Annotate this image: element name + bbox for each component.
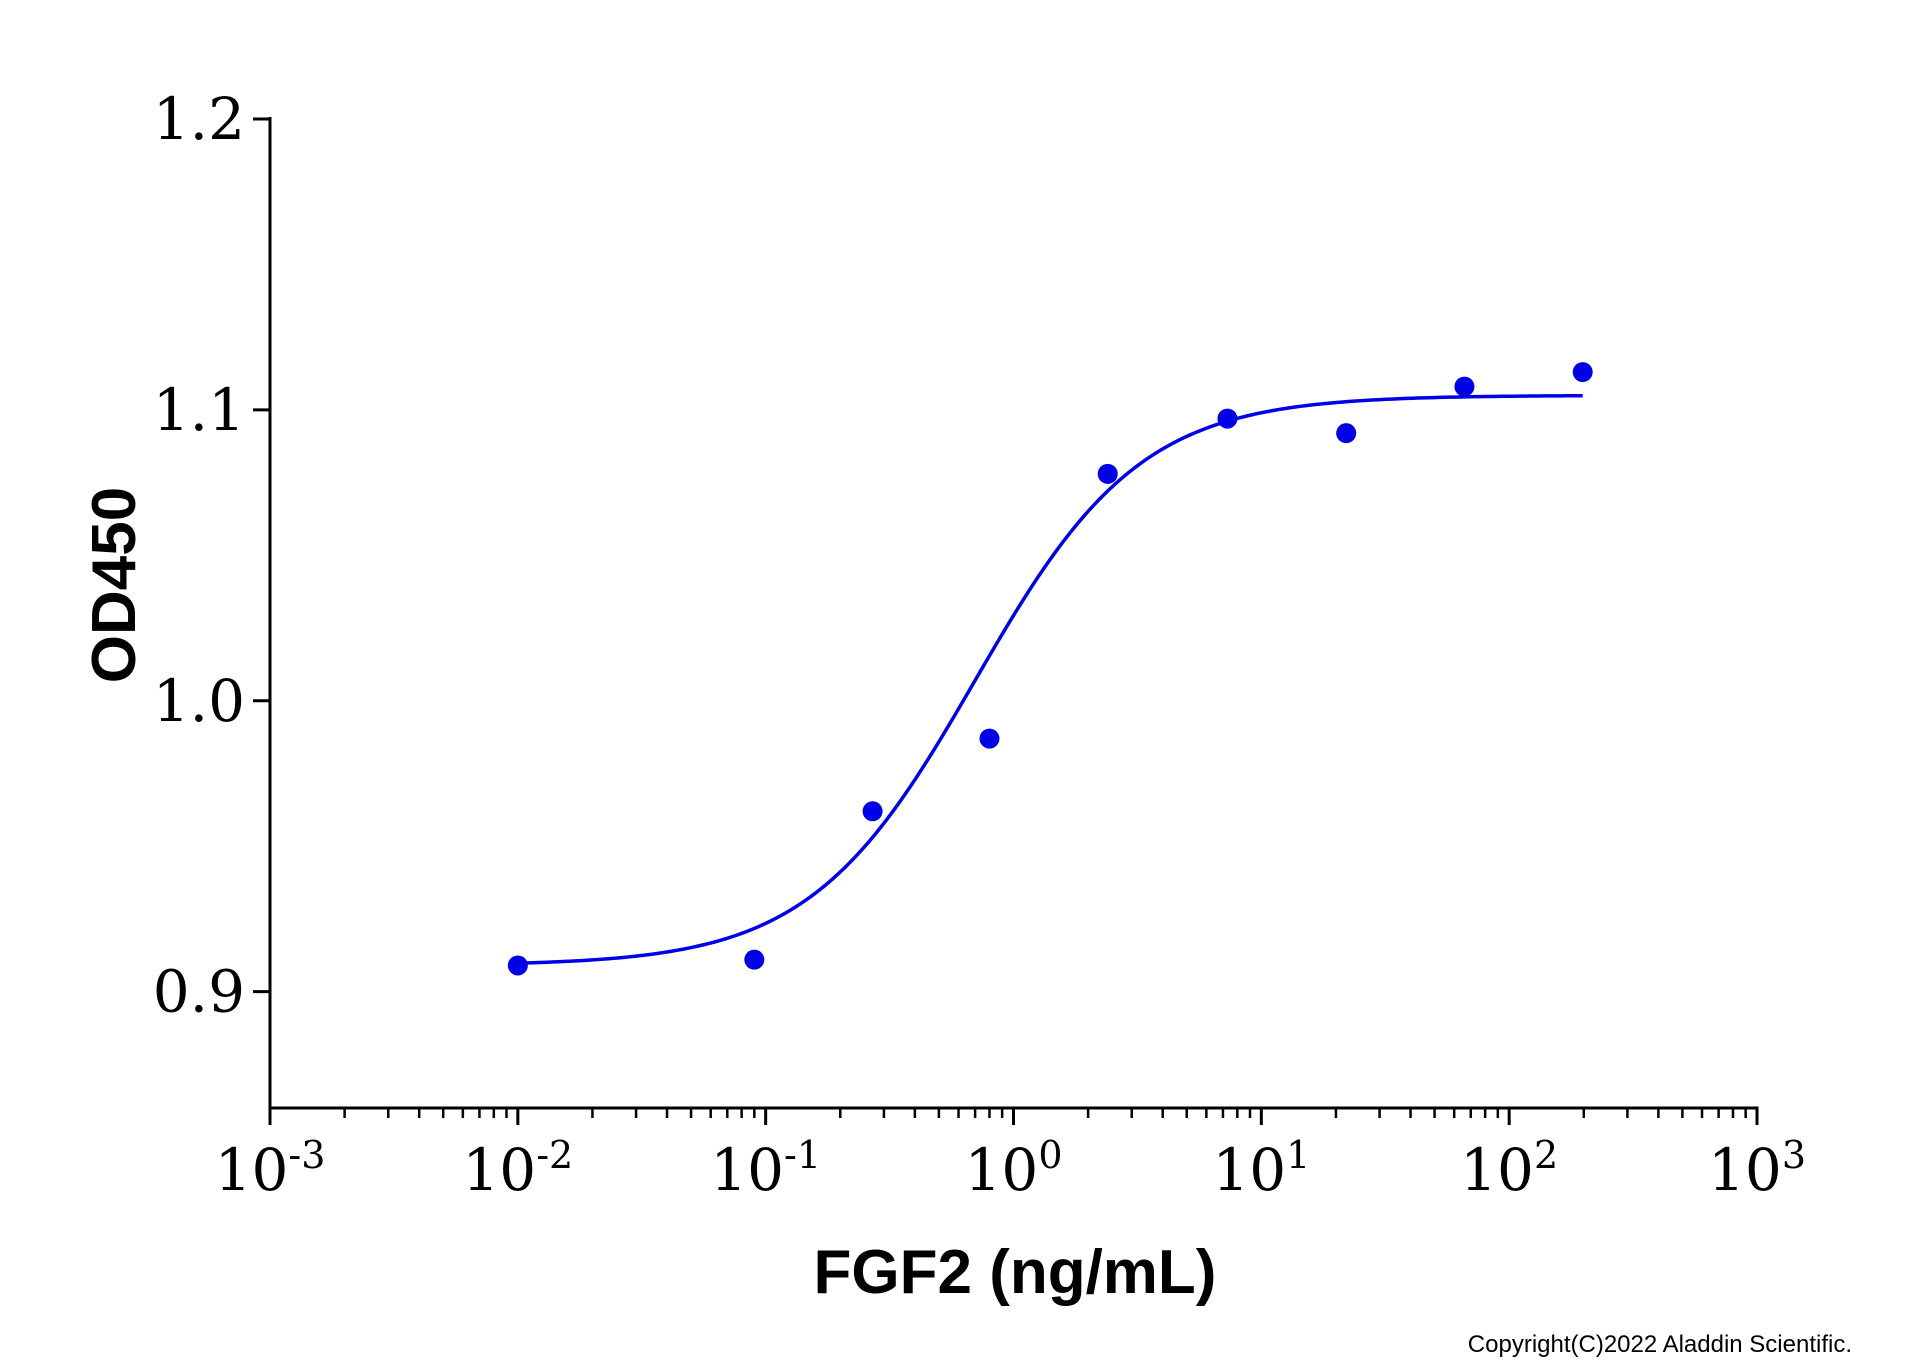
copyright-text: Copyright(C)2022 Aladdin Scientific. [1468,1331,1852,1358]
x-tick-label: 10-3 [215,1133,326,1204]
data-point [744,949,765,970]
data-point [1572,362,1593,383]
y-tick-label: 1.0 [153,667,245,735]
x-tick-label: 102 [1460,1133,1558,1204]
x-tick-label: 10-1 [710,1133,821,1204]
data-points [507,362,1593,976]
x-axis-title: FGF2 (ng/mL) [814,1238,1217,1307]
x-tick-label: 10-2 [462,1133,573,1204]
fit-curve [517,393,1583,965]
y-tick-label: 1.1 [153,376,245,444]
data-point [862,801,883,822]
data-point [1454,376,1475,397]
data-point [507,955,528,976]
data-point [1336,423,1357,444]
x-tick-label: 100 [965,1133,1063,1204]
y-tick-label: 1.2 [153,85,245,153]
y-axis-title: OD450 [80,487,149,683]
x-tick-label: 101 [1212,1133,1310,1204]
y-tick-label: 0.9 [153,958,245,1026]
y-ticks: 0.9 1.0 1.1 1.2 [153,85,270,1026]
x-tick-label: 103 [1708,1133,1806,1204]
data-point [1097,463,1118,484]
x-ticks: 10-3 10-2 10-1 100 101 102 103 [215,1108,1806,1204]
data-point [979,728,1000,749]
data-point [1217,408,1238,429]
